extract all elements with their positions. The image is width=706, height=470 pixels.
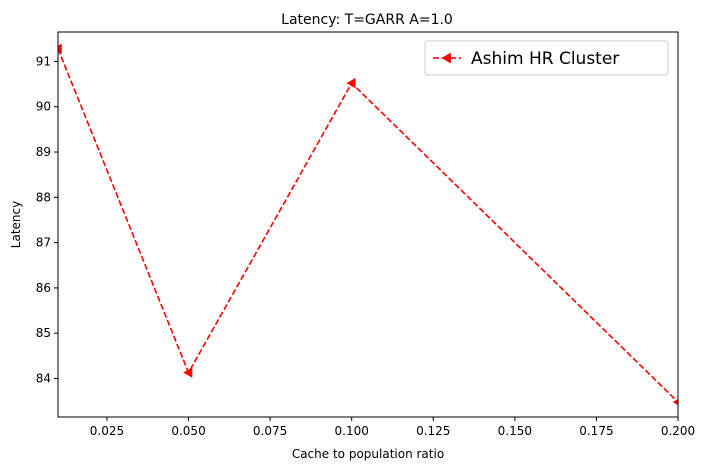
y-axis-title: Latency xyxy=(9,201,23,248)
y-tick-label: 89 xyxy=(36,145,51,159)
y-tick-label: 85 xyxy=(36,326,51,340)
y-tick-label: 88 xyxy=(36,190,51,204)
x-tick-label: 0.150 xyxy=(498,424,532,438)
plot-frame xyxy=(57,31,679,418)
x-tick-label: 0.100 xyxy=(335,424,369,438)
x-tick-label: 0.075 xyxy=(253,424,287,438)
x-tick-label: 0.175 xyxy=(579,424,613,438)
x-axis: 0.025 0.050 0.075 0.100 0.125 0.150 0.175 0.200 xyxy=(90,417,695,438)
y-tick-label: 84 xyxy=(36,372,51,386)
chart-title: Latency: T=GARR A=1.0 xyxy=(281,12,453,28)
legend-label: Ashim HR Cluster xyxy=(471,49,619,69)
x-tick-label: 0.200 xyxy=(661,424,695,438)
y-axis: 84 85 86 87 88 89 90 91 xyxy=(36,54,58,386)
legend-box xyxy=(424,40,669,76)
y-tick-label: 86 xyxy=(36,281,51,295)
y-tick-label: 87 xyxy=(36,236,51,250)
plot-area xyxy=(58,43,678,406)
data-point xyxy=(672,399,678,406)
x-axis-title: Cache to population ratio xyxy=(292,447,444,461)
data-point xyxy=(183,367,193,378)
data-point xyxy=(58,43,62,54)
y-tick-label: 90 xyxy=(36,100,51,114)
x-tick-label: 0.125 xyxy=(416,424,450,438)
x-tick-label: 0.025 xyxy=(90,424,124,438)
data-point xyxy=(346,77,356,89)
series-line xyxy=(58,48,678,403)
legend-marker xyxy=(441,52,451,64)
y-tick-label: 91 xyxy=(36,54,51,68)
legend: Ashim HR Cluster xyxy=(424,40,669,76)
x-tick-label: 0.050 xyxy=(171,424,205,438)
